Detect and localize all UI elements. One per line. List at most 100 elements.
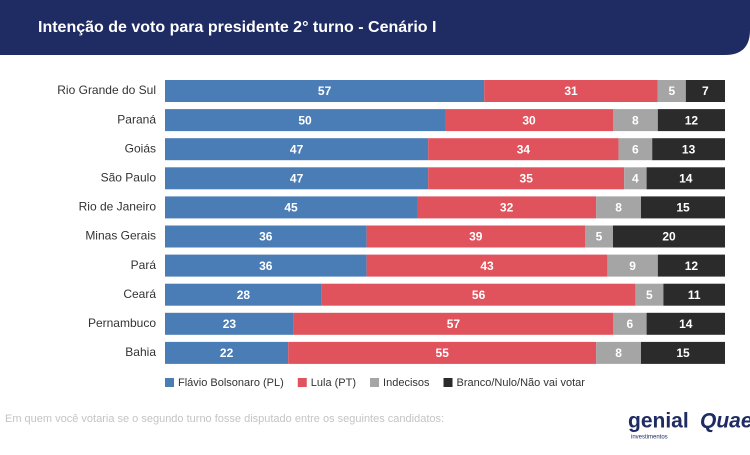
legend-swatch [297,378,307,387]
data-label: 43 [480,259,494,273]
data-label: 5 [596,230,603,244]
data-label: 6 [626,317,633,331]
category-label: Minas Gerais [85,229,156,243]
bar-segment [288,341,597,364]
data-label: 14 [679,171,693,185]
bar-segment [428,167,625,190]
data-label: 47 [290,142,304,156]
data-label: 32 [500,201,514,215]
data-label: 12 [685,113,699,127]
footnote: Em quem você votaria se o segundo turno … [5,413,444,425]
category-label: Rio Grande do Sul [57,83,156,97]
bar-segment [417,196,597,219]
bar-segment [585,225,613,248]
bar-segment [165,196,417,219]
data-label: 45 [284,201,298,215]
data-label: 55 [436,346,450,360]
bar-segment [641,341,725,364]
bar-segment [613,225,725,248]
data-label: 5 [668,84,675,98]
bar-segment [165,254,367,277]
bar-segment [685,80,725,102]
bar-segment [428,138,619,161]
data-label: 11 [688,288,701,302]
data-label: 15 [676,201,690,215]
data-label: 23 [223,317,237,331]
bar-segment [293,312,613,335]
bar-segment [613,109,658,132]
data-label: 15 [676,346,690,360]
bar-segment [366,254,608,277]
bar-segment [657,80,686,102]
chart-title: Intenção de voto para presidente 2° turn… [38,19,436,36]
bar-segment [635,283,664,306]
bar-segment [165,225,367,248]
legend-swatch [165,378,174,387]
category-label: Paraná [117,112,156,126]
bar-segment [165,109,445,132]
bar-segment [165,167,429,190]
bar-segment [165,312,294,335]
data-label: 36 [259,230,273,244]
data-label: 28 [237,288,251,302]
bar-segment [165,283,322,306]
data-label: 8 [615,346,622,360]
bar-segment [641,196,725,219]
brand-logo: Quaest [700,410,750,433]
category-label: Goiás [125,141,156,155]
data-label: 7 [702,84,709,98]
data-label: 13 [682,142,696,156]
category-label: Pará [131,258,157,272]
bar-segment [484,80,658,102]
category-label: Ceará [123,287,156,301]
data-label: 6 [632,142,639,156]
data-label: 35 [520,171,534,185]
category-label: Rio de Janeiro [79,200,157,214]
bar-segment [321,283,636,306]
bar-segment [165,138,429,161]
data-label: 57 [318,84,332,98]
data-label: 31 [564,84,578,98]
bar-segment [165,341,289,364]
bar-segment [646,312,725,335]
bar-segment [445,109,613,132]
bar-segment [657,109,725,132]
data-label: 34 [517,142,531,156]
legend-label: Lula (PT) [311,377,356,389]
bar-segment [618,138,653,161]
data-label: 22 [220,346,234,360]
data-label: 9 [629,259,636,273]
category-label: Bahia [125,345,156,359]
legend-label: Indecisos [383,377,430,389]
category-label: Pernambuco [88,316,156,330]
legend-swatch [443,378,453,387]
legend-swatch [370,378,380,387]
legend-label: Flávio Bolsonaro (PL) [178,377,284,389]
bar-segment [613,312,647,335]
category-label: São Paulo [101,170,157,184]
bar-segment [165,80,485,102]
data-label: 12 [685,259,699,273]
bar-segment [646,167,725,190]
bar-segment [366,225,585,248]
bar-segment [663,283,725,306]
bar-segment [596,341,641,364]
data-label: 47 [290,171,304,185]
brand-subtitle: investimentos [631,435,668,441]
data-label: 8 [632,113,639,127]
bar-segment [596,196,641,219]
data-label: 50 [298,113,312,127]
data-label: 57 [447,317,461,331]
data-label: 5 [646,288,653,302]
bar-segment [607,254,658,277]
legend-label: Branco/Nulo/Não vai votar [457,377,586,389]
data-label: 8 [615,201,622,215]
header-band [0,0,750,55]
bar-segment [652,138,725,161]
data-label: 36 [259,259,273,273]
data-label: 4 [632,171,639,185]
bar-segment [624,167,647,190]
data-label: 14 [679,317,693,331]
